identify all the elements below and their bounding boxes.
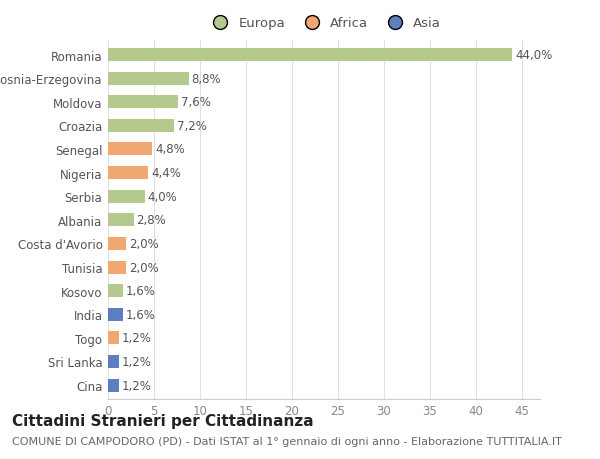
Text: 1,2%: 1,2% bbox=[122, 355, 152, 368]
Text: 1,6%: 1,6% bbox=[125, 285, 155, 297]
Legend: Europa, Africa, Asia: Europa, Africa, Asia bbox=[207, 17, 441, 30]
Bar bbox=[108, 214, 134, 227]
Text: 4,8%: 4,8% bbox=[155, 143, 185, 156]
Bar bbox=[108, 120, 174, 133]
Bar bbox=[108, 355, 119, 368]
Bar bbox=[108, 167, 148, 179]
Bar bbox=[108, 73, 189, 85]
Text: 2,8%: 2,8% bbox=[136, 214, 166, 227]
Text: 1,2%: 1,2% bbox=[122, 331, 152, 345]
Bar bbox=[108, 331, 119, 345]
Text: 4,0%: 4,0% bbox=[148, 190, 177, 203]
Bar bbox=[108, 143, 152, 156]
Bar bbox=[108, 379, 119, 392]
Bar bbox=[108, 308, 123, 321]
Text: 44,0%: 44,0% bbox=[515, 49, 553, 62]
Text: 2,0%: 2,0% bbox=[129, 237, 159, 250]
Text: COMUNE DI CAMPODORO (PD) - Dati ISTAT al 1° gennaio di ogni anno - Elaborazione : COMUNE DI CAMPODORO (PD) - Dati ISTAT al… bbox=[12, 436, 562, 446]
Bar bbox=[108, 49, 512, 62]
Bar bbox=[108, 261, 127, 274]
Bar bbox=[108, 190, 145, 203]
Text: Cittadini Stranieri per Cittadinanza: Cittadini Stranieri per Cittadinanza bbox=[12, 413, 314, 428]
Text: 1,6%: 1,6% bbox=[125, 308, 155, 321]
Text: 4,4%: 4,4% bbox=[151, 167, 181, 179]
Text: 7,6%: 7,6% bbox=[181, 96, 211, 109]
Bar bbox=[108, 96, 178, 109]
Text: 1,2%: 1,2% bbox=[122, 379, 152, 392]
Text: 8,8%: 8,8% bbox=[191, 73, 221, 85]
Bar bbox=[108, 237, 127, 250]
Text: 2,0%: 2,0% bbox=[129, 261, 159, 274]
Text: 7,2%: 7,2% bbox=[177, 120, 207, 133]
Bar bbox=[108, 285, 123, 297]
